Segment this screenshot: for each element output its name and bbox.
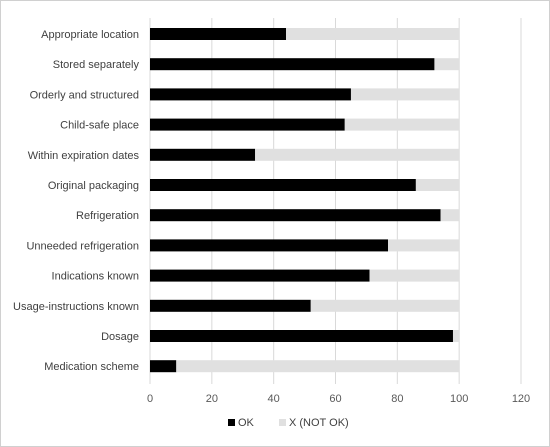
bar-ok bbox=[150, 88, 351, 101]
bar-not-ok bbox=[388, 239, 460, 252]
category-label: Child-safe place bbox=[60, 120, 139, 132]
category-label: Within expiration dates bbox=[28, 150, 140, 162]
legend-label: X (NOT OK) bbox=[289, 417, 349, 429]
legend: OK X (NOT OK) bbox=[228, 417, 349, 429]
x-tick-label: 80 bbox=[391, 393, 403, 405]
bar-not-ok bbox=[310, 299, 460, 312]
bar-not-ok bbox=[286, 28, 460, 40]
bar-ok bbox=[150, 360, 177, 373]
bar-ok bbox=[150, 118, 345, 131]
bars bbox=[150, 28, 460, 373]
category-label: Appropriate location bbox=[41, 29, 139, 41]
x-tick-label: 100 bbox=[450, 393, 468, 405]
legend-swatch-not-ok bbox=[279, 419, 286, 426]
bar-not-ok bbox=[415, 179, 460, 191]
x-tick-label: 20 bbox=[206, 393, 218, 405]
bar-ok bbox=[150, 28, 287, 40]
category-label: Stored separately bbox=[53, 59, 140, 71]
category-label: Dosage bbox=[101, 331, 139, 343]
x-tick-label: 120 bbox=[512, 393, 530, 405]
bar-ok bbox=[150, 209, 441, 222]
category-label: Refrigeration bbox=[76, 210, 139, 222]
category-label: Original packaging bbox=[48, 180, 139, 192]
x-tick-label: 40 bbox=[268, 393, 280, 405]
bar-ok bbox=[150, 58, 435, 71]
category-label: Medication scheme bbox=[44, 361, 139, 373]
bar-ok bbox=[150, 269, 370, 282]
bar-not-ok bbox=[255, 148, 460, 161]
legend-swatch-ok bbox=[228, 419, 235, 426]
bar-ok bbox=[150, 330, 453, 342]
bar-not-ok bbox=[344, 118, 460, 131]
bar-not-ok bbox=[176, 360, 460, 373]
bar-ok bbox=[150, 239, 389, 252]
bar-ok bbox=[150, 148, 256, 161]
bar-not-ok bbox=[434, 58, 460, 71]
x-tick-labels: 0 20 40 60 80 100 120 bbox=[147, 393, 530, 405]
legend-label: OK bbox=[238, 417, 255, 429]
bar-not-ok bbox=[350, 88, 460, 101]
category-label: Indications known bbox=[52, 271, 139, 283]
bar-not-ok bbox=[452, 330, 460, 342]
bar-ok bbox=[150, 179, 416, 191]
category-label: Usage-instructions known bbox=[13, 301, 139, 313]
category-labels: Appropriate location Stored separately Ord… bbox=[13, 29, 139, 373]
category-label: Orderly and structured bbox=[30, 89, 139, 101]
gridlines bbox=[149, 18, 522, 384]
bar-not-ok bbox=[440, 209, 460, 222]
category-label: Unneeded refrigeration bbox=[26, 240, 139, 252]
bar-ok bbox=[150, 299, 311, 312]
bar-not-ok bbox=[369, 269, 460, 282]
x-tick-label: 0 bbox=[147, 393, 153, 405]
x-tick-label: 60 bbox=[329, 393, 341, 405]
